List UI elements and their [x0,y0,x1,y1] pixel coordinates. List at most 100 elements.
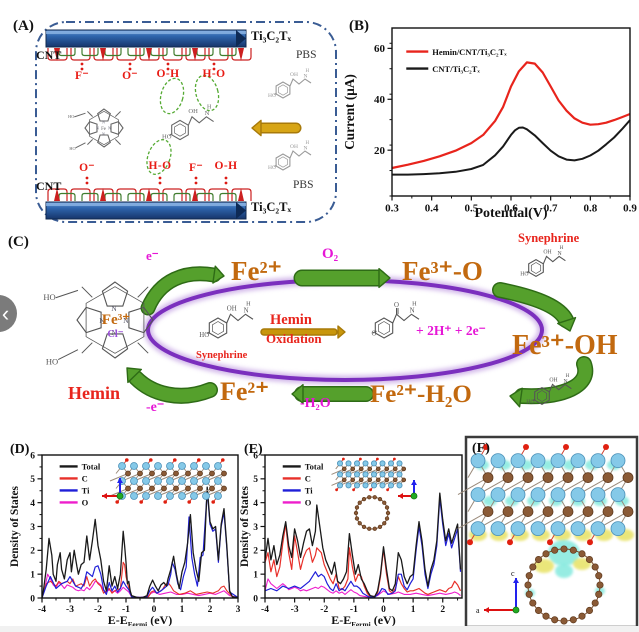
svg-text:N: N [111,304,117,313]
ti3c2tx-label-top: Ti₃C₂Tₓ [251,29,292,43]
reaction-hemin-label: Hemin [270,312,312,328]
svg-text:60: 60 [374,43,386,55]
svg-text:O: O [82,498,89,508]
panel-e-label: (E) [244,442,263,457]
svg-text:3: 3 [30,523,35,533]
svg-text:N: N [304,74,308,80]
svg-text:6: 6 [253,451,258,461]
panel-f-label: (F) [472,441,490,456]
svg-text:5: 5 [253,475,258,485]
svg-text:Total: Total [305,462,324,472]
svg-text:-4: -4 [38,605,46,615]
svg-text:N: N [102,132,105,136]
svg-text:Cl⁻: Cl⁻ [107,329,123,340]
svg-text:N: N [304,146,308,152]
svg-text:Potential(V): Potential(V) [474,206,547,221]
svg-text:HO: HO [68,114,74,119]
svg-text:Density of States: Density of States [9,485,21,567]
svg-text:-4: -4 [261,605,269,615]
svg-text:Current (μA): Current (μA) [342,74,357,150]
svg-text:Fe³⁺: Fe³⁺ [102,311,131,328]
svg-text:0.7: 0.7 [544,203,558,215]
pbs-label-top: PBS [296,49,317,61]
charge-density-graphic: ca [457,435,639,629]
svg-text:Fe: Fe [101,127,106,132]
svg-text:3: 3 [236,605,241,615]
svg-text:0.8: 0.8 [583,203,597,215]
svg-text:HO: HO [46,356,58,366]
svg-text:H: H [560,245,564,251]
reaction-products-label: + 2H⁺ + 2e⁻ [416,323,486,338]
fe3-o-label: Fe³⁺-O [402,256,483,286]
svg-text:-2: -2 [320,605,328,615]
termination-o-top: O⁻ [122,70,138,82]
svg-text:N: N [96,126,99,130]
svg-text:2: 2 [253,547,258,557]
svg-text:H: H [207,104,212,110]
svg-text:0.4: 0.4 [425,203,439,215]
svg-text:N: N [108,126,111,130]
svg-text:-1: -1 [350,605,358,615]
svg-text:C: C [305,474,311,484]
dos-chart-cnt-mxene: -4 -3 -2 -1 0 1 2 0 1 2 3 4 5 6 E-EFermi (eV) Density o… [239,451,463,629]
ti3c2tx-label-bottom: Ti₃C₂Tₓ [251,200,292,214]
svg-text:N: N [205,110,210,117]
svg-text:-1: -1 [122,605,130,615]
svg-text:0: 0 [381,605,386,615]
svg-text:HO: HO [520,271,528,277]
svg-text:E-EFermi (eV): E-EFermi (eV) [331,613,395,629]
svg-text:OH: OH [290,144,298,150]
svg-text:40: 40 [374,94,386,106]
svg-text:OH: OH [549,377,557,383]
termination-oh-bottom: O-H [214,160,238,172]
svg-text:Density of States: Density of States [239,485,251,567]
svg-text:0.6: 0.6 [504,203,518,215]
fe2-bottom-label: Fe²⁺ [220,377,269,406]
panel-c-label: (C) [8,234,29,250]
svg-text:0.9: 0.9 [623,203,637,215]
svg-text:HO: HO [268,93,276,99]
svg-text:HO: HO [43,292,55,302]
svg-text:6: 6 [30,451,35,461]
fe3-oh-label: Fe³⁺-OH [512,330,618,361]
svg-text:Ti: Ti [82,486,91,496]
svg-text:0.3: 0.3 [385,203,399,215]
minus-h2o-label: -H₂O [300,396,331,411]
svg-text:0.5: 0.5 [464,203,478,215]
termination-f-bottom: F⁻ [189,162,203,174]
svg-text:1: 1 [30,570,35,580]
pbs-label-bottom: PBS [293,179,314,191]
svg-text:0: 0 [152,605,157,615]
svg-text:3: 3 [253,523,258,533]
svg-text:0: 0 [253,594,258,604]
svg-text:O: O [394,302,399,309]
svg-text:O: O [305,498,312,508]
svg-text:H: H [306,141,310,146]
carousel-prev-button[interactable]: ‹ [0,295,17,332]
svg-text:O: O [372,331,377,338]
svg-text:N: N [99,316,105,325]
svg-text:Ti: Ti [305,486,314,496]
svg-text:H: H [246,301,251,308]
svg-text:N: N [123,316,129,325]
reaction-oxidation-label: Oxidation [266,331,322,346]
svg-text:-3: -3 [66,605,74,615]
svg-text:Hemin/CNT/Ti₃C₂Tₓ: Hemin/CNT/Ti₃C₂Tₓ [432,47,507,57]
dos-chart-mxene: -4 -3 -2 -1 0 1 2 3 0 1 2 3 4 5 6 E-EFermi (eV) Density … [9,451,241,629]
svg-text:HO: HO [268,165,276,171]
panel-d-label: (D) [10,442,30,457]
svg-text:1: 1 [180,605,185,615]
svg-text:1: 1 [253,570,258,580]
cnt-label-top: CNT [36,48,62,62]
svg-text:N: N [102,120,105,124]
svg-text:0: 0 [30,594,35,604]
svg-text:a: a [476,606,480,615]
svg-text:HO: HO [199,332,209,339]
svg-text:CNT/Ti₃C₂Tₓ: CNT/Ti₃C₂Tₓ [432,64,480,74]
cnt-label-bottom: CNT [36,179,62,193]
svg-text:N: N [558,251,563,257]
svg-text:OH: OH [543,249,551,255]
